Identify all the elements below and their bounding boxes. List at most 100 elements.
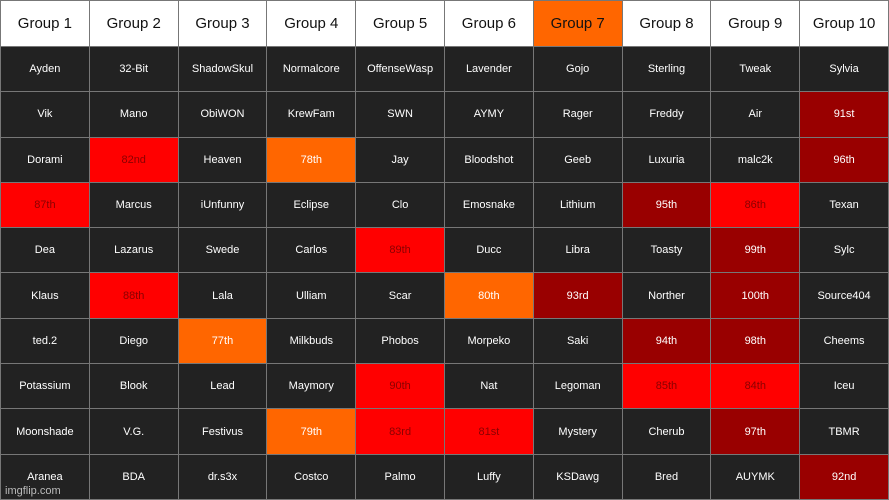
table-cell: Iceu (799, 363, 889, 410)
table-cell: KSDawg (532, 453, 623, 500)
table-cell: ObiWON (177, 91, 268, 138)
table-cell: Sterling (621, 45, 712, 93)
table-cell: Normalcore (266, 45, 357, 93)
table-cell: 80th (443, 272, 534, 319)
table-cell: Luffy (443, 453, 534, 500)
table-cell: Diego (88, 317, 179, 365)
table-cell: Lala (177, 272, 268, 319)
table-cell: Sylc (799, 227, 889, 274)
table-cell: dr.s3x (177, 453, 268, 500)
table-cell: V.G. (88, 408, 179, 455)
table-row: Potassium Blook Lead Maymory 90th Nat Legoman 8… (0, 363, 889, 410)
group-header-1: Group 1 (0, 0, 90, 47)
table-cell: Potassium (0, 363, 90, 410)
table-cell: ShadowSkul (177, 45, 268, 93)
group-header-3: Group 3 (177, 0, 268, 47)
table-cell: 78th (266, 136, 357, 183)
table-cell: Blook (88, 363, 179, 410)
table-cell: Mano (88, 91, 179, 138)
table-cell: BDA (88, 453, 179, 500)
table-cell: Emosnake (443, 181, 534, 229)
table-cell: Luxuria (621, 136, 712, 183)
table-cell: Saki (532, 317, 623, 365)
table-cell: Carlos (266, 227, 357, 274)
watermark: imgflip.com (5, 485, 61, 497)
table-body: Ayden 32-Bit ShadowSkul Normalcore OffenseWa… (0, 45, 889, 500)
table-cell: Legoman (532, 363, 623, 410)
table-cell: Libra (532, 227, 623, 274)
table-cell: Tweak (710, 45, 801, 93)
table-cell: 94th (621, 317, 712, 365)
table-cell: 92nd (799, 453, 889, 500)
table-cell: Nat (443, 363, 534, 410)
table-cell: Aranea (0, 453, 90, 500)
table-cell: Palmo (355, 453, 445, 500)
table-cell: SWN (355, 91, 445, 138)
table-cell: OffenseWasp (355, 45, 445, 93)
table-cell: 95th (621, 181, 712, 229)
table-cell: Lavender (443, 45, 534, 93)
table-cell: Clo (355, 181, 445, 229)
table-row: Dorami 82nd Heaven 78th Jay Bloodshot Geeb Luxu… (0, 136, 889, 183)
table-cell: Dorami (0, 136, 90, 183)
table-cell: AUYMK (710, 453, 801, 500)
table-cell: ted.2 (0, 317, 90, 365)
table-cell: TBMR (799, 408, 889, 455)
table-cell: Cheems (799, 317, 889, 365)
table-cell: 98th (710, 317, 801, 365)
table-cell: Mystery (532, 408, 623, 455)
group-header-10: Group 10 (799, 0, 889, 47)
table-cell: 32-Bit (88, 45, 179, 93)
table-cell: 79th (266, 408, 357, 455)
group-header-8: Group 8 (621, 0, 712, 47)
table-cell: Heaven (177, 136, 268, 183)
table-cell: Sylvia (799, 45, 889, 93)
table-cell: Texan (799, 181, 889, 229)
table-cell: 96th (799, 136, 889, 183)
table-cell: Swede (177, 227, 268, 274)
header-row: Group 1 Group 2 Group 3 Group 4 Group 5 Group… (0, 0, 889, 47)
table-cell: Toasty (621, 227, 712, 274)
table-cell: 91st (799, 91, 889, 138)
table-cell: Marcus (88, 181, 179, 229)
group-header-4: Group 4 (266, 0, 357, 47)
table-cell: Source404 (799, 272, 889, 319)
table-cell: Air (710, 91, 801, 138)
table-cell: Moonshade (0, 408, 90, 455)
table-cell: 100th (710, 272, 801, 319)
table-cell: KrewFam (266, 91, 357, 138)
table-row: Vik Mano ObiWON KrewFam SWN AYMY Rager Freddy Ai… (0, 91, 889, 138)
table-cell: Cherub (621, 408, 712, 455)
table-cell: iUnfunny (177, 181, 268, 229)
table-cell: Festivus (177, 408, 268, 455)
table-cell: Bloodshot (443, 136, 534, 183)
table-cell: Geeb (532, 136, 623, 183)
table-cell: Eclipse (266, 181, 357, 229)
table-cell: Gojo (532, 45, 623, 93)
table-cell: 83rd (355, 408, 445, 455)
table-cell: Lithium (532, 181, 623, 229)
table-cell: Bred (621, 453, 712, 500)
table-cell: 93rd (532, 272, 623, 319)
table-cell: Rager (532, 91, 623, 138)
table-cell: Maymory (266, 363, 357, 410)
table-cell: Milkbuds (266, 317, 357, 365)
table-cell: 82nd (88, 136, 179, 183)
table-cell: Klaus (0, 272, 90, 319)
table-cell: 90th (355, 363, 445, 410)
table-cell: 88th (88, 272, 179, 319)
table-cell: Lazarus (88, 227, 179, 274)
group-header-6: Group 6 (443, 0, 534, 47)
table-cell: Morpeko (443, 317, 534, 365)
table-cell: 99th (710, 227, 801, 274)
table-cell: Dea (0, 227, 90, 274)
table-row: Aranea BDA dr.s3x Costco Palmo Luffy KSDawg Bre… (0, 453, 889, 500)
table-cell: 81st (443, 408, 534, 455)
table-cell: 77th (177, 317, 268, 365)
table-cell: malc2k (710, 136, 801, 183)
group-header-7: Group 7 (532, 0, 623, 47)
table-row: Klaus 88th Lala Ulliam Scar 80th 93rd Norther 10… (0, 272, 889, 319)
table-row: 87th Marcus iUnfunny Eclipse Clo Emosnake Lith… (0, 181, 889, 229)
table-cell: Vik (0, 91, 90, 138)
